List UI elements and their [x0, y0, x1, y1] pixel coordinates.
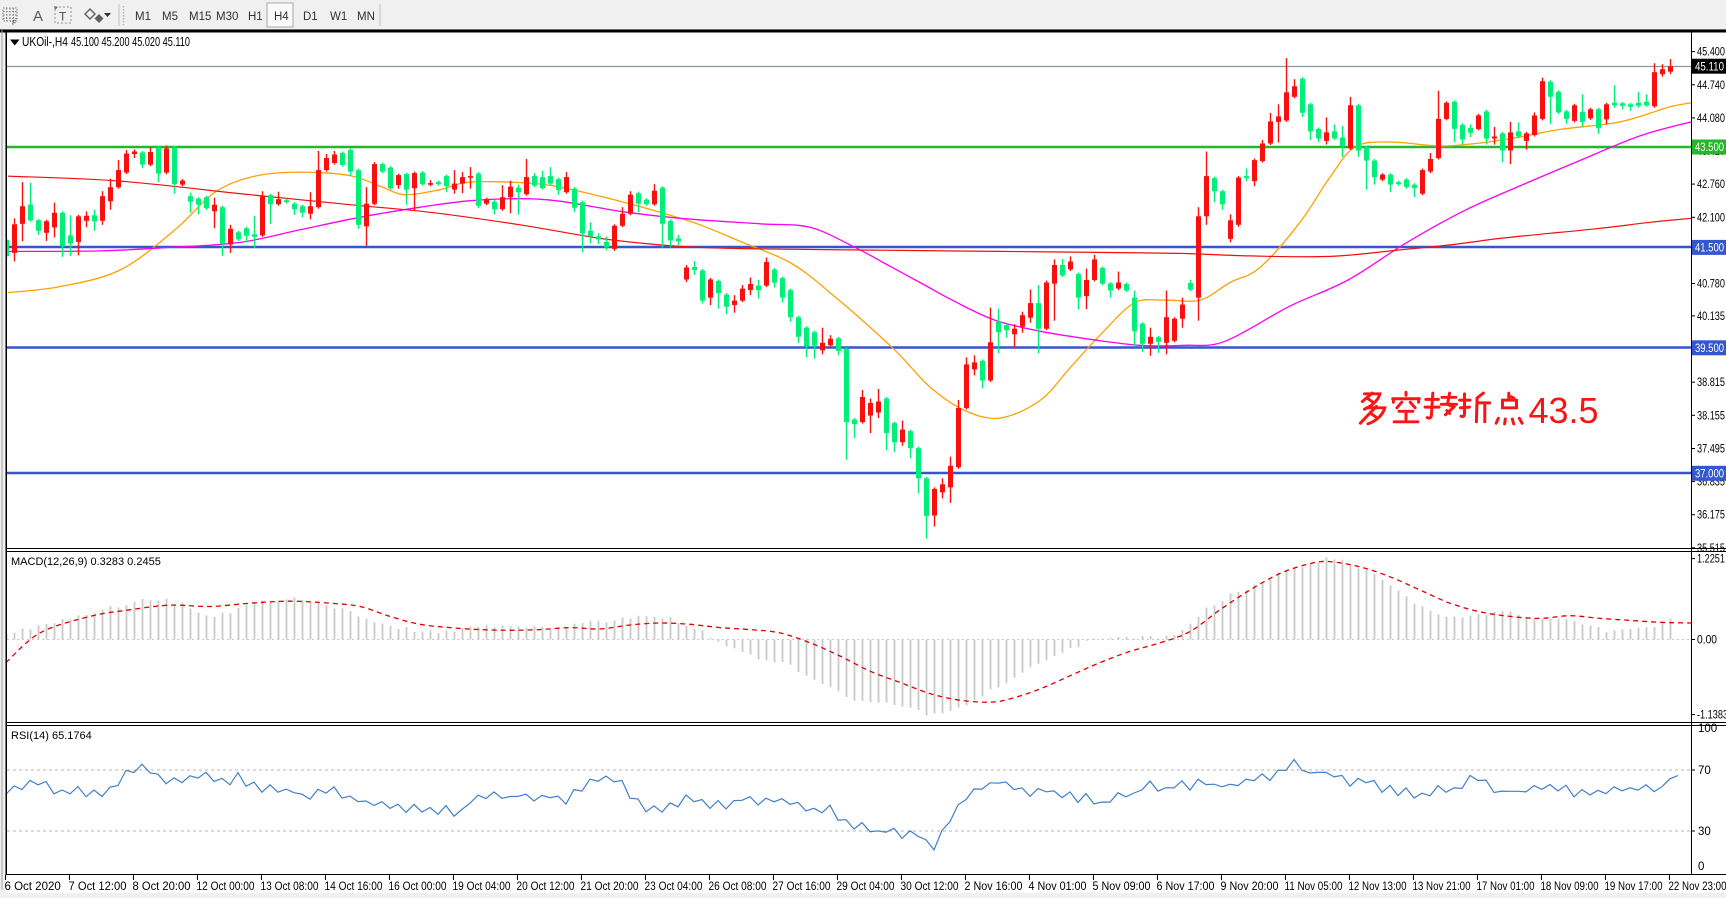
svg-text:14 Oct 16:00: 14 Oct 16:00 [325, 881, 383, 893]
svg-text:0: 0 [1698, 861, 1704, 873]
svg-text:38.155: 38.155 [1697, 410, 1725, 422]
svg-text:44.740: 44.740 [1697, 80, 1725, 92]
svg-text:70: 70 [1698, 765, 1711, 777]
svg-text:H4: H4 [274, 11, 289, 23]
svg-text:37.495: 37.495 [1697, 443, 1725, 455]
svg-text:MN: MN [357, 11, 375, 23]
svg-text:RSI(14) 65.1764: RSI(14) 65.1764 [11, 730, 92, 742]
svg-text:6 Oct 2020: 6 Oct 2020 [5, 881, 61, 893]
svg-text:6 Nov 17:00: 6 Nov 17:00 [1157, 881, 1215, 893]
svg-text:35.515: 35.515 [1697, 543, 1725, 555]
svg-text:43.5: 43.5 [1529, 390, 1599, 431]
svg-text:22 Nov 23:00: 22 Nov 23:00 [1669, 881, 1726, 893]
svg-text:9 Nov 20:00: 9 Nov 20:00 [1221, 881, 1279, 893]
svg-text:45.400: 45.400 [1697, 47, 1725, 59]
svg-text:40.135: 40.135 [1697, 311, 1725, 323]
svg-text:H1: H1 [248, 11, 263, 23]
svg-text:100: 100 [1698, 723, 1717, 735]
svg-text:17 Nov 01:00: 17 Nov 01:00 [1477, 881, 1535, 893]
svg-text:W1: W1 [330, 11, 347, 23]
svg-text:45.110: 45.110 [1695, 61, 1724, 73]
svg-text:A: A [33, 8, 43, 25]
svg-text:12 Nov 13:00: 12 Nov 13:00 [1349, 881, 1407, 893]
svg-text:43.500: 43.500 [1695, 142, 1724, 154]
svg-text:2 Nov 16:00: 2 Nov 16:00 [965, 881, 1023, 893]
svg-text:0.00: 0.00 [1697, 635, 1717, 647]
svg-text:40.780: 40.780 [1697, 279, 1725, 291]
svg-text:44.080: 44.080 [1697, 113, 1725, 125]
svg-text:-1.1383: -1.1383 [1697, 710, 1726, 722]
svg-text:37.000: 37.000 [1695, 469, 1724, 481]
svg-text:21 Oct 20:00: 21 Oct 20:00 [581, 881, 639, 893]
svg-text:26 Oct 08:00: 26 Oct 08:00 [709, 881, 767, 893]
svg-text:13 Oct 08:00: 13 Oct 08:00 [261, 881, 319, 893]
svg-text:M30: M30 [216, 11, 238, 23]
svg-text:19 Nov 17:00: 19 Nov 17:00 [1605, 881, 1663, 893]
svg-text:45.100 45.200 45.020 45.110: 45.100 45.200 45.020 45.110 [71, 35, 190, 49]
svg-text:12 Oct 00:00: 12 Oct 00:00 [197, 881, 255, 893]
svg-text:4 Nov 01:00: 4 Nov 01:00 [1029, 881, 1087, 893]
svg-text:30: 30 [1698, 826, 1711, 838]
svg-text:D1: D1 [303, 11, 318, 23]
svg-text:19 Oct 04:00: 19 Oct 04:00 [453, 881, 511, 893]
svg-text:30 Oct 12:00: 30 Oct 12:00 [901, 881, 959, 893]
svg-text:39.500: 39.500 [1695, 343, 1724, 355]
svg-text:M5: M5 [162, 11, 178, 23]
svg-text:27 Oct 16:00: 27 Oct 16:00 [773, 881, 831, 893]
svg-text:UKOil-,H4: UKOil-,H4 [22, 35, 68, 49]
svg-text:11 Nov 05:00: 11 Nov 05:00 [1285, 881, 1343, 893]
svg-text:18 Nov 09:00: 18 Nov 09:00 [1541, 881, 1599, 893]
svg-text:42.100: 42.100 [1697, 212, 1725, 224]
svg-text:41.500: 41.500 [1695, 243, 1724, 255]
svg-text:M1: M1 [135, 11, 151, 23]
svg-text:F: F [12, 20, 16, 27]
svg-text:36.175: 36.175 [1697, 510, 1725, 522]
svg-text:8 Oct 20:00: 8 Oct 20:00 [133, 881, 191, 893]
svg-text:20 Oct 12:00: 20 Oct 12:00 [517, 881, 575, 893]
svg-text:M15: M15 [189, 11, 211, 23]
svg-text:MACD(12,26,9) 0.3283 0.2455: MACD(12,26,9) 0.3283 0.2455 [11, 556, 161, 568]
svg-text:16 Oct 00:00: 16 Oct 00:00 [389, 881, 447, 893]
svg-text:7 Oct 12:00: 7 Oct 12:00 [69, 881, 127, 893]
svg-text:13 Nov 21:00: 13 Nov 21:00 [1413, 881, 1471, 893]
svg-text:23 Oct 04:00: 23 Oct 04:00 [645, 881, 703, 893]
svg-text:1.2251: 1.2251 [1697, 554, 1725, 566]
svg-text:T: T [59, 10, 67, 24]
svg-text:5 Nov 09:00: 5 Nov 09:00 [1093, 881, 1151, 893]
svg-text:42.760: 42.760 [1697, 179, 1725, 191]
svg-text:38.815: 38.815 [1697, 377, 1725, 389]
svg-text:29 Oct 04:00: 29 Oct 04:00 [837, 881, 895, 893]
